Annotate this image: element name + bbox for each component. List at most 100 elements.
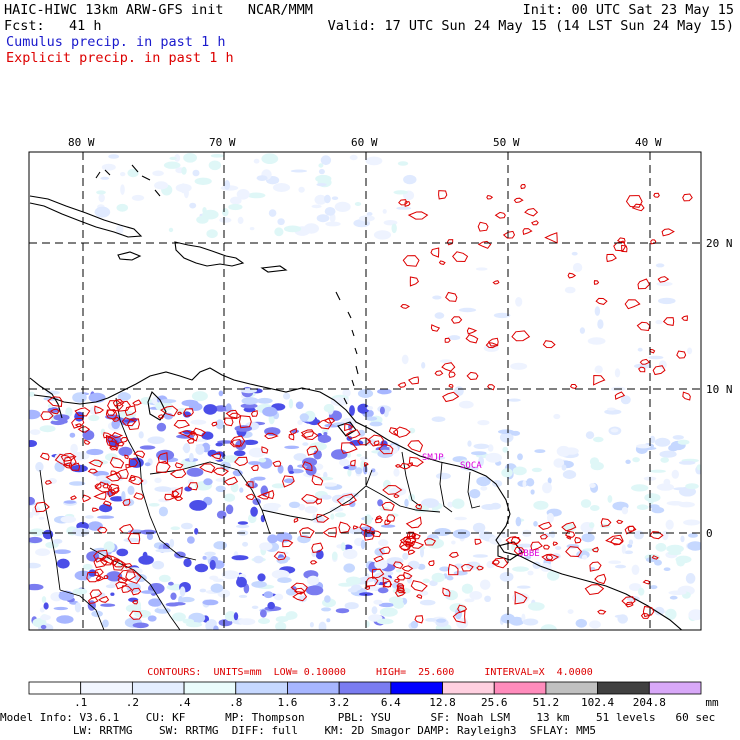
precip-cell <box>632 457 640 463</box>
precip-cell <box>299 413 309 422</box>
explicit-precip-contour <box>642 579 651 585</box>
explicit-precip-contour <box>299 527 315 539</box>
explicit-precip-contour <box>169 468 187 479</box>
explicit-precip-contour <box>124 454 129 460</box>
precip-cell <box>277 218 285 226</box>
precip-cell <box>224 611 237 622</box>
precip-cell <box>221 570 240 580</box>
precip-cell <box>587 337 606 345</box>
precip-cell <box>148 598 163 607</box>
precip-cell <box>563 447 579 455</box>
precip-cell <box>594 306 601 316</box>
precip-cell <box>397 161 409 166</box>
precip-cell <box>631 564 640 575</box>
precip-cell <box>407 560 420 570</box>
precip-cell <box>224 180 231 190</box>
precip-cell <box>614 614 626 619</box>
explicit-precip-contour <box>352 525 360 530</box>
precip-cell <box>567 609 574 614</box>
explicit-precip-contour <box>129 476 136 482</box>
explicit-precip-contour <box>245 481 254 489</box>
precip-cell <box>315 174 332 183</box>
explicit-precip-contour <box>82 494 92 503</box>
precip-cell <box>43 602 49 610</box>
precip-cell <box>607 407 616 411</box>
precip-cell <box>377 587 389 594</box>
explicit-precip-contour <box>561 521 577 532</box>
explicit-precip-contour <box>441 362 456 372</box>
precip-cell <box>215 419 224 430</box>
precip-cell <box>489 536 502 545</box>
precip-cell <box>290 169 308 173</box>
explicit-precip-contour <box>289 428 298 435</box>
precip-cell <box>446 575 454 581</box>
explicit-precip-contour <box>102 483 109 489</box>
precip-cell <box>654 606 665 616</box>
precip-cell <box>132 622 149 629</box>
explicit-precip-contour <box>44 480 53 485</box>
precip-cell <box>225 504 234 515</box>
precip-cell <box>687 541 701 551</box>
explicit-precip-contour <box>119 436 128 443</box>
explicit-precip-contour <box>309 560 318 565</box>
precip-cell <box>425 618 437 622</box>
precip-cell <box>527 570 534 576</box>
precip-cell <box>614 368 621 378</box>
explicit-precip-contour <box>117 569 136 581</box>
precip-cell <box>502 446 509 453</box>
precip-cell <box>213 578 225 583</box>
precip-cell <box>311 550 317 557</box>
explicit-precip-contour <box>415 594 423 599</box>
precip-cell <box>426 538 445 549</box>
explicit-precip-contour <box>164 493 176 501</box>
explicit-precip-contour <box>625 195 643 208</box>
explicit-precip-contour <box>613 240 627 252</box>
precip-cell <box>118 446 133 457</box>
explicit-precip-contour <box>103 575 109 580</box>
explicit-precip-contour <box>567 272 577 279</box>
explicit-precip-contour <box>109 456 125 469</box>
precip-cell <box>262 406 278 417</box>
precip-cell <box>267 534 278 544</box>
precip-cell <box>182 445 189 452</box>
precip-cell <box>348 500 356 508</box>
precip-cell <box>459 459 470 467</box>
precip-cell <box>148 503 160 507</box>
precip-cell <box>395 569 402 573</box>
cumulus-precip-shading <box>29 153 701 630</box>
precip-cell <box>481 504 498 510</box>
precip-cell <box>499 572 514 582</box>
precip-cell <box>170 526 181 531</box>
precip-cell <box>248 447 266 458</box>
explicit-precip-contour <box>91 507 100 512</box>
explicit-precip-contour <box>627 525 635 532</box>
precip-cell <box>238 594 248 598</box>
precip-cell <box>522 480 527 488</box>
explicit-precip-contour <box>315 498 322 505</box>
hispaniola-coast <box>174 241 245 267</box>
precip-cell <box>139 445 156 450</box>
precip-cell <box>575 618 587 628</box>
precip-cell <box>436 618 447 623</box>
precip-cell <box>147 436 165 445</box>
lat-label-10n: 10 N <box>706 383 733 396</box>
precip-cell <box>100 428 106 436</box>
precip-cell <box>393 468 400 477</box>
precip-cell <box>199 588 207 593</box>
explicit-precip-contour <box>444 337 451 343</box>
precip-cell <box>144 462 151 467</box>
precip-cell <box>631 484 649 492</box>
precip-cell <box>233 450 246 457</box>
explicit-precip-contour <box>375 515 383 521</box>
precip-cell <box>338 582 353 587</box>
precip-cell <box>288 501 301 508</box>
precip-cell <box>316 214 330 223</box>
precip-cell <box>70 443 78 454</box>
lat-label-20n: 20 N <box>706 237 733 250</box>
precip-cell <box>421 362 426 369</box>
precip-cell <box>620 395 631 405</box>
precip-cell <box>53 538 63 544</box>
precip-cell <box>242 541 249 547</box>
explicit-precip-contour <box>107 400 124 412</box>
